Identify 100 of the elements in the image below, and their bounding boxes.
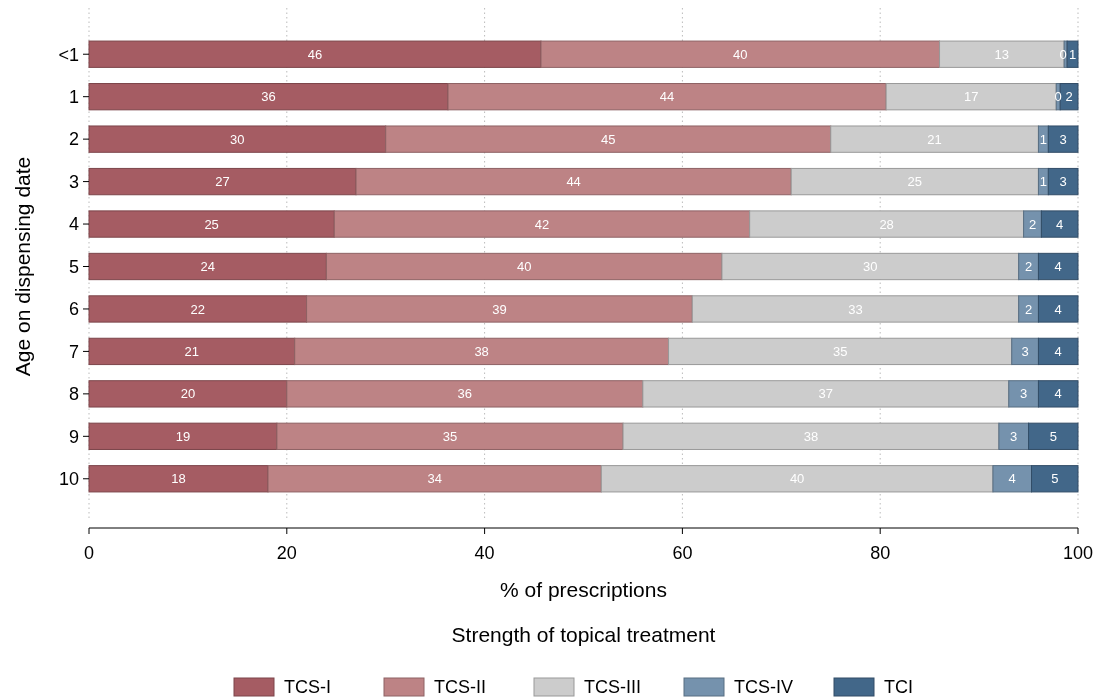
data-label: 2 xyxy=(1065,89,1073,105)
bar xyxy=(447,83,887,111)
data-label: 5 xyxy=(1049,428,1057,444)
data-label: 36 xyxy=(261,89,276,105)
y-tick-label: 4 xyxy=(68,214,79,235)
bar xyxy=(276,422,624,450)
y-tick-label: 6 xyxy=(68,299,79,320)
bar xyxy=(830,125,1039,153)
legend-label: TCS-I xyxy=(284,677,331,698)
data-label: 42 xyxy=(534,216,550,232)
data-label: 46 xyxy=(307,46,323,62)
bar xyxy=(939,40,1065,68)
bar xyxy=(88,83,449,111)
y-tick-label: 9 xyxy=(68,426,79,447)
bar xyxy=(885,83,1057,111)
data-label: 1 xyxy=(1068,46,1077,62)
data-label: 3 xyxy=(1021,343,1029,359)
bar xyxy=(998,422,1030,450)
y-tick-label: 3 xyxy=(68,171,79,192)
legend-label: TCI xyxy=(884,677,913,698)
data-label: 4 xyxy=(1054,386,1062,402)
data-label: 45 xyxy=(600,131,616,147)
y-tick-label: 10 xyxy=(58,469,79,490)
data-label: 36 xyxy=(457,386,473,402)
bar xyxy=(88,167,357,196)
bar xyxy=(1028,422,1079,450)
x-tick-label: 80 xyxy=(870,543,891,563)
y-tick-label: 5 xyxy=(68,256,79,277)
bar xyxy=(1031,465,1079,493)
data-label: 44 xyxy=(566,174,581,190)
data-label: 27 xyxy=(215,174,230,190)
x-tick-label: 100 xyxy=(1062,543,1094,563)
bar xyxy=(691,295,1020,323)
data-label: 22 xyxy=(190,301,206,317)
data-label: 3 xyxy=(1059,174,1067,190)
bar xyxy=(88,252,327,281)
data-label: 5 xyxy=(1051,471,1059,487)
data-label: 4 xyxy=(1054,343,1062,359)
data-label: 4 xyxy=(1056,216,1064,232)
data-label: 34 xyxy=(427,471,442,487)
bar xyxy=(88,380,288,408)
bar xyxy=(333,210,751,238)
data-label: 35 xyxy=(442,428,458,444)
legend-label: TCS-III xyxy=(584,677,641,698)
data-label: 0 xyxy=(1054,89,1062,105)
bar xyxy=(1018,295,1039,323)
bar xyxy=(749,210,1025,238)
data-label: 24 xyxy=(200,259,215,275)
y-axis-title: Age on dispensing date xyxy=(11,156,34,377)
data-label: 3 xyxy=(1019,386,1028,402)
bar xyxy=(286,380,644,408)
bar xyxy=(1037,337,1079,366)
bar xyxy=(88,210,335,238)
bar xyxy=(1037,295,1079,323)
data-label: 3 xyxy=(1059,131,1067,147)
bar xyxy=(1023,210,1042,238)
bar xyxy=(540,40,941,68)
x-tick-label: 40 xyxy=(474,543,495,563)
bar xyxy=(992,465,1033,493)
bar xyxy=(325,252,723,281)
bar xyxy=(88,422,278,450)
data-label: 1 xyxy=(1039,174,1047,190)
data-label: 3 xyxy=(1010,428,1018,444)
bar xyxy=(622,422,1000,450)
legend-label: TCS-II xyxy=(434,677,486,698)
data-label: 4 xyxy=(1054,301,1062,317)
bar xyxy=(1037,380,1079,408)
data-label: 40 xyxy=(733,46,748,62)
data-label: 25 xyxy=(204,216,219,232)
bar xyxy=(88,465,269,493)
data-label: 4 xyxy=(1054,259,1062,275)
x-tick-label: 20 xyxy=(276,543,297,563)
data-label: 39 xyxy=(492,301,507,317)
bar xyxy=(88,295,308,323)
data-label: 2 xyxy=(1028,216,1037,232)
data-label: 1 xyxy=(1039,131,1047,147)
y-tick-label: <1 xyxy=(58,44,79,65)
data-label: 44 xyxy=(659,89,675,105)
bar xyxy=(88,40,542,68)
x-tick-label: 0 xyxy=(83,543,95,563)
data-label: 38 xyxy=(474,343,489,359)
bar xyxy=(1066,40,1079,68)
bar xyxy=(668,337,1013,366)
x-tick-label: 60 xyxy=(672,543,693,563)
bar xyxy=(721,252,1020,281)
data-label: 2 xyxy=(1024,259,1033,275)
bar xyxy=(267,465,602,493)
legend-label: TCS-IV xyxy=(734,677,794,698)
bar xyxy=(88,125,387,153)
y-tick-label: 1 xyxy=(68,86,79,107)
data-label: 30 xyxy=(230,131,245,147)
legend-title: Strength of topical treatment xyxy=(451,623,716,646)
bar xyxy=(1047,125,1079,153)
bar xyxy=(600,465,994,493)
bar xyxy=(1008,380,1039,408)
bar xyxy=(385,125,832,153)
bar xyxy=(790,167,1039,196)
bar xyxy=(642,380,1010,408)
data-label: 19 xyxy=(175,428,191,444)
bar xyxy=(1011,337,1039,366)
